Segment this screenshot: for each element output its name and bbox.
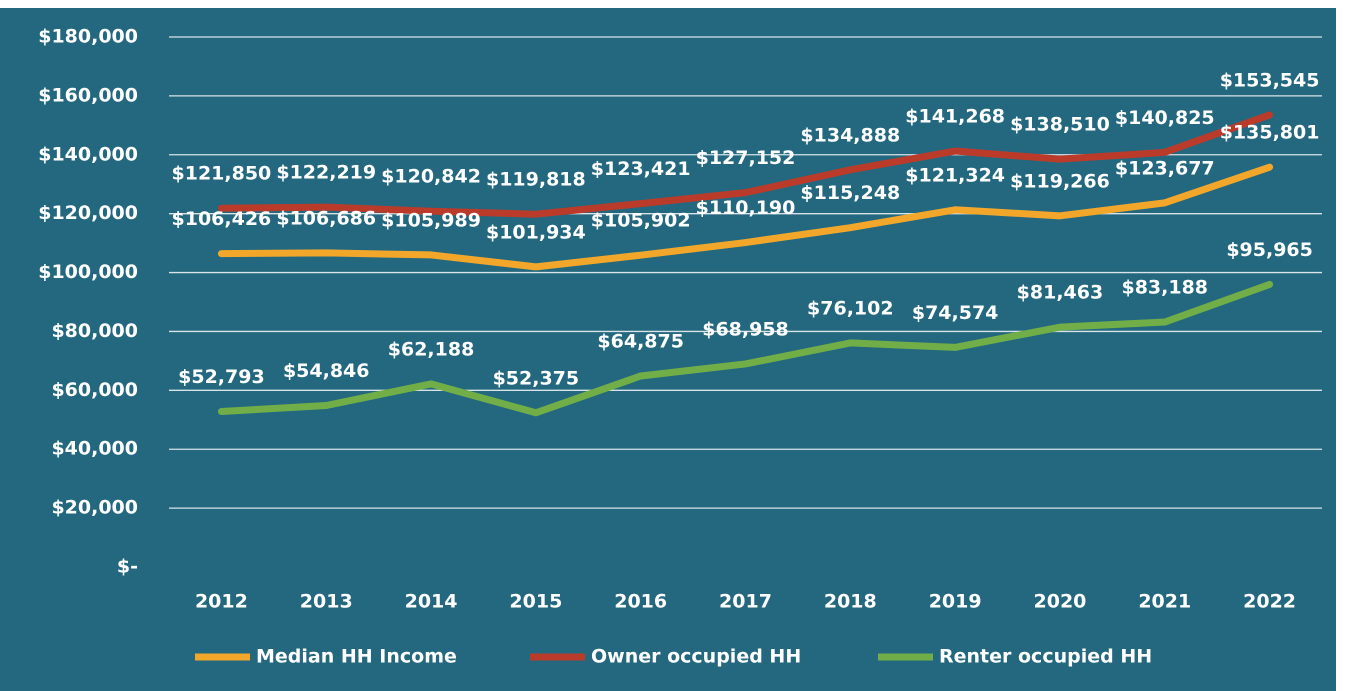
x-tick-label: 2017: [719, 591, 772, 613]
data-label: $138,510: [1010, 114, 1110, 136]
y-tick-label: $20,000: [51, 497, 138, 519]
data-label: $121,324: [905, 164, 1005, 186]
y-tick-label: $160,000: [38, 84, 138, 106]
x-tick-label: 2019: [929, 591, 982, 613]
x-tick-label: 2020: [1034, 591, 1087, 613]
data-label: $123,677: [1115, 157, 1215, 179]
data-label: $121,850: [172, 163, 272, 185]
y-tick-label: $100,000: [38, 261, 138, 283]
data-label: $105,989: [381, 209, 481, 231]
data-label: $122,219: [276, 162, 376, 184]
data-label: $119,266: [1010, 170, 1110, 192]
x-tick-label: 2021: [1138, 591, 1191, 613]
data-label: $120,842: [381, 166, 481, 188]
legend-label: Owner occupied HH: [591, 646, 801, 668]
data-label: $141,268: [905, 106, 1005, 128]
series-line: [217, 111, 1274, 218]
x-tick-label: 2013: [300, 591, 353, 613]
data-label: $123,421: [591, 158, 691, 180]
y-tick-label: $-: [117, 556, 138, 578]
y-tick-label: $40,000: [51, 438, 138, 460]
data-label: $76,102: [807, 297, 894, 319]
data-label: $74,574: [912, 302, 999, 324]
data-label: $106,686: [276, 207, 376, 229]
series-line: [217, 163, 1274, 271]
data-label: $52,375: [493, 367, 580, 389]
data-label: $119,818: [486, 169, 586, 191]
x-tick-label: 2014: [405, 591, 458, 613]
data-label: $81,463: [1017, 282, 1104, 304]
y-tick-label: $120,000: [38, 202, 138, 224]
data-label: $140,825: [1115, 107, 1215, 129]
data-label: $135,801: [1220, 122, 1320, 144]
data-label: $105,902: [591, 210, 691, 232]
y-tick-label: $80,000: [51, 320, 138, 342]
data-label: $62,188: [388, 338, 475, 360]
data-label: $134,888: [800, 124, 900, 146]
data-label: $106,426: [172, 208, 272, 230]
data-label: $115,248: [800, 182, 900, 204]
x-tick-label: 2018: [824, 591, 877, 613]
x-tick-label: 2022: [1243, 591, 1296, 613]
legend-label: Renter occupied HH: [939, 646, 1152, 668]
series-line: [217, 280, 1274, 417]
data-label: $95,965: [1226, 239, 1313, 261]
data-label: $83,188: [1121, 277, 1208, 299]
x-tick-label: 2012: [195, 591, 248, 613]
data-label: $68,958: [702, 318, 789, 340]
x-tick-label: 2016: [614, 591, 667, 613]
chart-background: [0, 8, 1336, 691]
y-tick-label: $60,000: [51, 379, 138, 401]
data-label: $101,934: [486, 221, 586, 243]
data-label: $153,545: [1220, 69, 1320, 91]
y-tick-label: $180,000: [38, 26, 138, 48]
legend-label: Median HH Income: [256, 646, 457, 668]
data-label: $127,152: [696, 147, 796, 169]
x-tick-label: 2015: [509, 591, 562, 613]
data-label: $52,793: [178, 366, 265, 388]
y-tick-label: $140,000: [38, 143, 138, 165]
data-label: $110,190: [696, 197, 796, 219]
data-label: $54,846: [283, 360, 370, 382]
data-label: $64,875: [597, 330, 684, 352]
